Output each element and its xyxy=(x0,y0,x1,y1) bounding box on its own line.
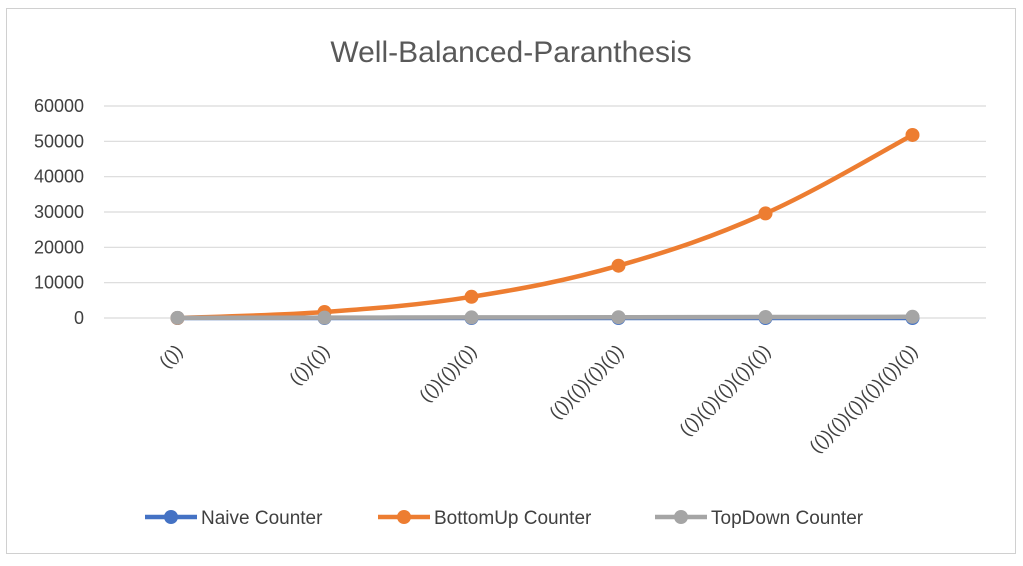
data-point xyxy=(758,310,773,325)
legend-label: Naive Counter xyxy=(201,508,323,529)
y-tick-label: 60000 xyxy=(34,96,84,116)
y-tick-label: 30000 xyxy=(34,202,84,222)
y-tick-label: 20000 xyxy=(34,237,84,257)
legend-swatch-marker xyxy=(397,510,411,524)
legend: Naive Counter BottomUp Counter TopDown Cou… xyxy=(145,508,864,529)
legend-label: TopDown Counter xyxy=(711,508,864,529)
x-tick-label: (()) xyxy=(155,341,186,372)
data-point xyxy=(905,127,920,142)
data-point xyxy=(464,289,479,304)
series-line xyxy=(175,314,915,321)
data-point xyxy=(170,310,185,325)
x-tick-label: (())(())(())(())(())(()) xyxy=(805,341,921,457)
y-axis-tick-labels: 0 10000 20000 30000 40000 50000 60000 xyxy=(34,96,84,328)
x-tick-label: (())(()) xyxy=(285,341,333,389)
grid-lines xyxy=(104,105,986,319)
y-tick-label: 0 xyxy=(74,308,84,328)
series-topdown-counter xyxy=(170,309,920,325)
y-tick-label: 40000 xyxy=(34,167,84,187)
chart-title: Well-Balanced-Paranthesis xyxy=(330,36,691,69)
series-bottomup-counter xyxy=(170,127,920,325)
x-tick-label: (())(())(()) xyxy=(415,341,480,406)
data-point xyxy=(611,310,626,325)
legend-swatch-marker xyxy=(674,510,688,524)
x-tick-label: (())(())(())(())(()) xyxy=(675,341,774,440)
legend-label: BottomUp Counter xyxy=(434,508,592,529)
data-point xyxy=(464,310,479,325)
legend-item: BottomUp Counter xyxy=(378,508,592,529)
x-tick-label: (())(())(())(()) xyxy=(545,341,627,423)
series-layer xyxy=(170,127,920,325)
data-point xyxy=(905,309,920,324)
legend-item: Naive Counter xyxy=(145,508,323,529)
data-point xyxy=(611,258,626,273)
chart-frame xyxy=(6,8,1016,554)
series-line xyxy=(175,132,915,321)
y-tick-label: 10000 xyxy=(34,273,84,293)
data-point xyxy=(317,310,332,325)
y-tick-label: 50000 xyxy=(34,131,84,151)
legend-swatch-marker xyxy=(164,510,178,524)
data-point xyxy=(758,206,773,221)
x-axis-tick-labels: (())(())(())(())(())(())(())(())(())(())… xyxy=(155,341,921,457)
legend-item: TopDown Counter xyxy=(655,508,864,529)
